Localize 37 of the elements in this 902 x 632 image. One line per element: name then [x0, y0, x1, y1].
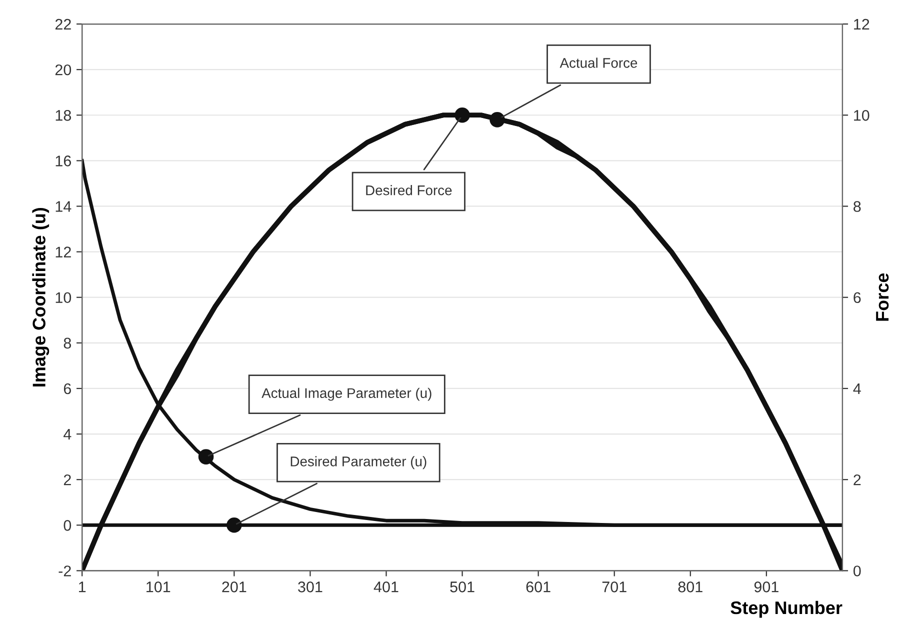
- y-tick-label: 4: [64, 429, 72, 440]
- y-tick-label: 2: [64, 474, 71, 486]
- x-tick-label: 301: [298, 582, 322, 592]
- y-tick-label: 10: [56, 292, 72, 304]
- x-tick-label: 101: [146, 582, 170, 592]
- x-tick-label: 701: [602, 582, 626, 592]
- x-tick-label: 901: [754, 582, 778, 592]
- y-tick-label: 20: [55, 64, 72, 76]
- annotation: Desired Parameter (u): [290, 456, 426, 470]
- y2-axis-title: Force: [876, 273, 889, 321]
- annotation: Desired Force: [366, 185, 452, 196]
- y-tick-label: 8: [64, 338, 71, 349]
- y2-tick-label: 4: [853, 383, 861, 394]
- y2-tick-label: 0: [853, 566, 861, 576]
- x-axis-title: Step Number: [730, 600, 842, 618]
- y-tick-label: 14: [56, 201, 72, 212]
- x-tick-label: 401: [374, 582, 398, 592]
- y-tick-label: -2: [58, 566, 71, 576]
- y-tick-label: 0: [64, 520, 72, 531]
- annotation: Actual Force: [560, 58, 638, 68]
- y-tick-label: 6: [64, 383, 71, 394]
- y-tick-label: 12: [56, 246, 71, 258]
- y2-tick-label: 8: [854, 201, 861, 212]
- x-tick-label: 601: [526, 582, 550, 592]
- y-tick-label: 18: [56, 110, 72, 121]
- x-tick-label: 201: [222, 582, 246, 592]
- y-tick-label: 16: [56, 156, 71, 166]
- x-tick-label: 801: [678, 582, 702, 592]
- y-axis-title: Image Coordinate (u): [32, 208, 50, 386]
- y-tick-label: 22: [55, 18, 71, 30]
- y2-tick-label: 12: [854, 18, 870, 30]
- x-tick-label: 1: [79, 582, 86, 592]
- y2-tick-label: 10: [854, 110, 870, 121]
- y2-tick-label: 6: [854, 292, 861, 304]
- annotation: Actual Image Parameter (u): [262, 388, 432, 401]
- x-tick-label: 501: [450, 582, 474, 592]
- y2-tick-label: 2: [854, 474, 861, 486]
